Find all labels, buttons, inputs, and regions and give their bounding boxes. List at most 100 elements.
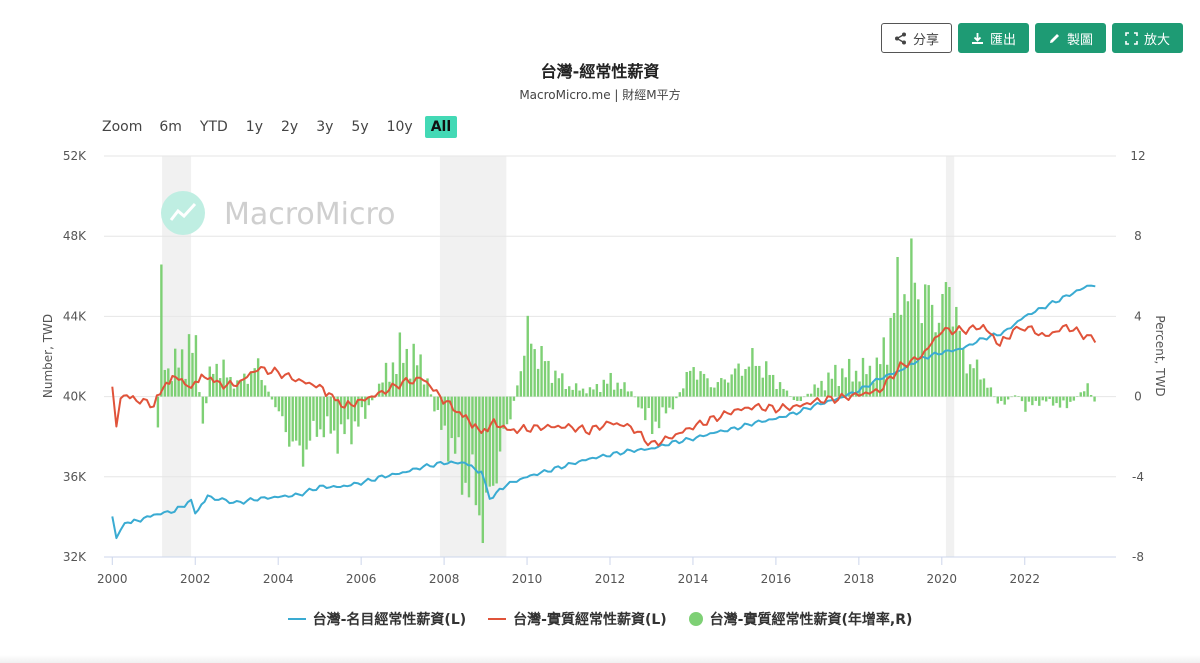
yoy-bar — [350, 396, 353, 445]
yoy-bar — [924, 284, 927, 397]
range-10y-button[interactable]: 10y — [386, 119, 413, 135]
yoy-bar — [429, 394, 433, 397]
x-tick: 2012 — [595, 572, 626, 586]
yoy-bar — [519, 371, 523, 397]
yoy-bar — [332, 396, 336, 431]
yoy-bar — [965, 373, 968, 397]
yoy-bar — [405, 348, 408, 397]
yoy-bar — [602, 379, 605, 397]
yoy-bar — [1069, 396, 1072, 402]
yoy-bar — [599, 392, 602, 397]
yoy-bar — [785, 390, 789, 397]
y-tick-right: 0 — [1134, 390, 1142, 404]
yoy-bar — [415, 365, 419, 397]
y-tick-left: 36K — [63, 470, 87, 484]
yoy-bar — [478, 396, 481, 516]
export-button[interactable]: 匯出 — [957, 23, 1029, 53]
x-tick: 2022 — [1009, 572, 1040, 586]
yoy-bar — [1010, 396, 1013, 398]
yoy-bar — [1034, 396, 1038, 401]
yoy-bar — [509, 396, 512, 420]
yoy-bar — [606, 383, 609, 397]
yoy-bar — [623, 382, 626, 397]
yoy-bar — [298, 396, 301, 446]
range-1y-button[interactable]: 1y — [245, 119, 263, 135]
yoy-bar — [177, 367, 180, 397]
yoy-bar — [913, 282, 917, 397]
yoy-bar — [585, 393, 588, 397]
y-tick-left: 32K — [63, 550, 87, 564]
chart-toolbar: 分享 匯出 製圖 放大 — [880, 23, 1183, 53]
expand-button[interactable]: 放大 — [1111, 23, 1183, 53]
yoy-bar — [768, 374, 771, 397]
yoy-bar — [944, 282, 948, 397]
yoy-bar — [308, 396, 312, 441]
yoy-bar — [263, 385, 267, 397]
y-axis-left-title: Number, TWD — [41, 314, 55, 398]
yoy-bar — [578, 390, 581, 397]
yoy-bar — [187, 334, 191, 397]
expand-icon — [1125, 31, 1138, 45]
yoy-bar — [1065, 396, 1069, 409]
yoy-bar — [253, 368, 256, 397]
yoy-bar — [529, 343, 533, 397]
y-tick-right: 12 — [1130, 149, 1145, 163]
range-3y-button[interactable]: 3y — [316, 119, 334, 135]
yoy-bar — [1072, 396, 1076, 401]
yoy-bar — [1000, 396, 1003, 402]
yoy-bar — [744, 369, 747, 397]
yoy-bar — [716, 382, 720, 397]
y-tick-right: -8 — [1132, 550, 1144, 564]
yoy-bar — [443, 396, 446, 426]
legend-item-nominal-wage[interactable]: 台灣-名目經常性薪資(L) — [287, 609, 466, 629]
legend-item-real-wage-yoy[interactable]: 台灣-實質經常性薪資(年增率,R) — [688, 609, 912, 629]
yoy-bar — [526, 315, 529, 397]
chart-plot[interactable]: MacroMicro 32K -8 36K -4 40K 0 44K 4 48K 8 52K 12 20… — [0, 0, 1200, 600]
yoy-bar — [727, 382, 730, 397]
range-2y-button[interactable]: 2y — [281, 119, 299, 135]
yoy-bar — [398, 332, 402, 397]
yoy-bar — [751, 348, 754, 397]
yoy-bar — [816, 387, 820, 397]
yoy-bar — [920, 323, 923, 397]
yoy-bar — [412, 343, 415, 397]
y-tick-right: -4 — [1132, 470, 1144, 484]
yoy-bar — [260, 379, 263, 397]
yoy-bar — [1044, 396, 1048, 402]
yoy-bar — [315, 396, 319, 437]
yoy-bar — [879, 364, 882, 397]
yoy-bar — [1003, 396, 1006, 405]
range-ytd-button[interactable]: YTD — [199, 119, 228, 135]
yoy-bar — [637, 396, 640, 408]
yoy-bar — [409, 378, 412, 397]
legend-swatch-real — [488, 618, 507, 620]
range-all-button[interactable]: All — [424, 116, 458, 138]
yoy-bar — [844, 377, 847, 397]
yoy-bar — [702, 373, 706, 397]
yoy-bar — [588, 387, 592, 397]
yoy-bar — [256, 358, 260, 397]
yoy-bar — [170, 381, 173, 397]
yoy-bar — [865, 374, 868, 397]
share-button[interactable]: 分享 — [880, 23, 952, 53]
yoy-bar — [657, 396, 661, 429]
yoy-bar — [699, 371, 702, 397]
range-5y-button[interactable]: 5y — [351, 119, 369, 135]
y-tick-left: 48K — [63, 229, 87, 243]
yoy-bar — [1038, 396, 1041, 406]
yoy-bar — [208, 366, 211, 397]
draw-chart-button[interactable]: 製圖 — [1034, 23, 1106, 53]
yoy-bar — [339, 396, 343, 425]
yoy-bar — [364, 396, 367, 419]
yoy-bar — [827, 372, 830, 397]
yoy-bar — [326, 396, 329, 417]
yoy-bar — [823, 390, 827, 397]
yoy-bar — [453, 396, 457, 454]
yoy-bar — [903, 294, 906, 397]
chart-title: 台灣-經常性薪資 — [540, 62, 660, 81]
legend-item-real-wage[interactable]: 台灣-實質經常性薪資(L) — [488, 609, 667, 629]
range-6m-button[interactable]: 6m — [159, 119, 182, 135]
yoy-bar — [180, 349, 184, 397]
yoy-bar — [301, 396, 305, 467]
yoy-bar — [720, 378, 723, 397]
